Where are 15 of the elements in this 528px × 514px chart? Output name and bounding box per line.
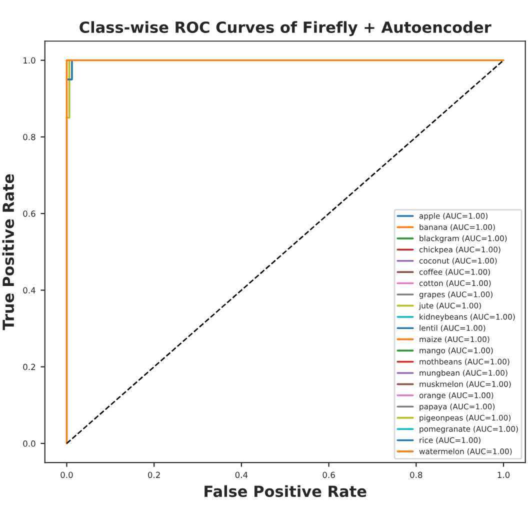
y-tick-label: 0.2 (23, 364, 36, 370)
y-axis-title: True Positive Rate (2, 174, 14, 330)
x-tick-label: 1.0 (498, 472, 510, 478)
x-tick-label: 0.8 (410, 472, 422, 478)
x-tick-label: 0.0 (60, 472, 73, 478)
y-tick-label: 0.4 (23, 287, 36, 294)
y-tick-label: 0.6 (23, 210, 36, 217)
y-tick-label: 1.0 (24, 57, 36, 64)
x-axis-title: False Positive Rate (204, 485, 366, 498)
x-tick-label: 0.4 (235, 472, 248, 478)
chart-title: Class-wise ROC Curves of Firefly + Autoencoder (80, 21, 492, 36)
x-tick-label: 0.6 (322, 472, 335, 478)
x-tick-label: 0.2 (148, 472, 160, 478)
y-tick-label: 0.0 (23, 440, 36, 447)
y-tick-label: 0.8 (23, 134, 36, 140)
